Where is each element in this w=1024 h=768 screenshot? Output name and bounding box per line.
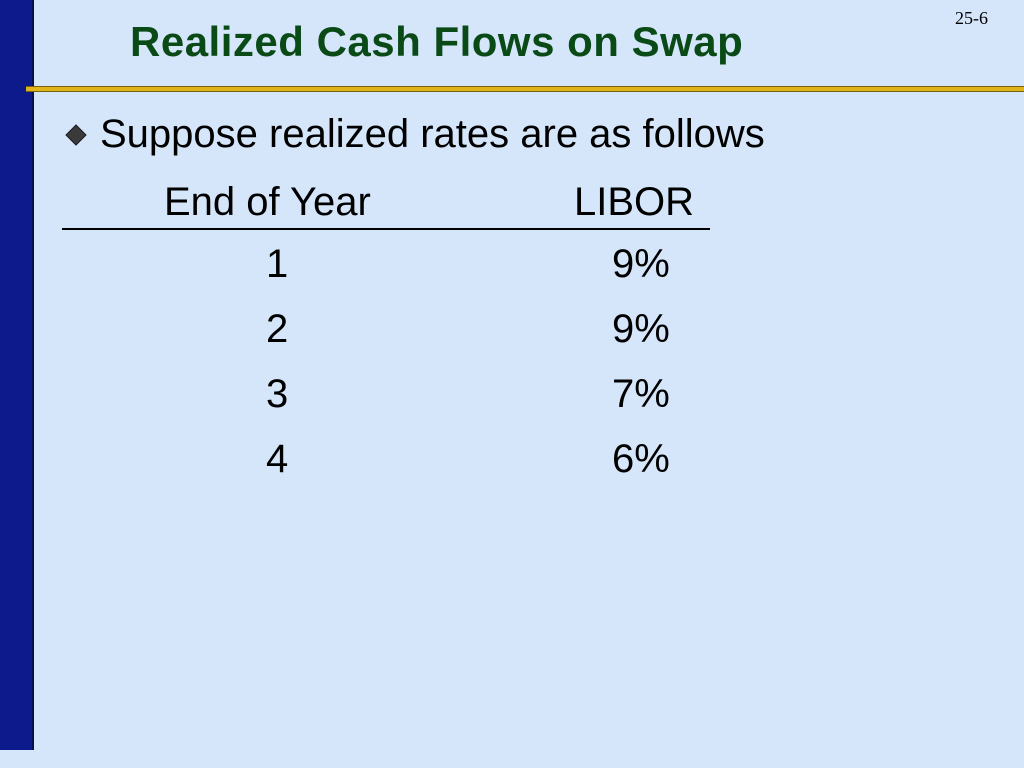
bullet-point: Suppose realized rates are as follows	[64, 112, 765, 157]
cell-year: 2	[266, 307, 289, 351]
cell-year: 3	[266, 372, 289, 416]
table-header: End of Year LIBOR	[62, 180, 710, 230]
cell-year: 4	[266, 437, 289, 481]
header-libor: LIBOR	[574, 180, 695, 224]
cell-year: 1	[266, 242, 289, 286]
table-row: 1 9%	[62, 230, 710, 295]
header-end-of-year: End of Year	[164, 180, 371, 224]
bullet-text: Suppose realized rates are as follows	[100, 112, 765, 156]
table-row: 3 7%	[62, 360, 710, 425]
cell-libor: 9%	[612, 307, 670, 351]
left-accent-bar	[0, 0, 34, 750]
table-row: 2 9%	[62, 295, 710, 360]
slide-number: 25-6	[955, 8, 988, 28]
table-row: 4 6%	[62, 425, 710, 490]
rates-table: End of Year LIBOR 1 9% 2 9% 3 7% 4 6%	[62, 180, 710, 490]
cell-libor: 7%	[612, 372, 670, 416]
slide-title: Realized Cash Flows on Swap	[130, 18, 744, 65]
diamond-bullet-icon	[64, 123, 88, 147]
table-body: 1 9% 2 9% 3 7% 4 6%	[62, 230, 710, 490]
cell-libor: 6%	[612, 437, 670, 481]
cell-libor: 9%	[612, 242, 670, 286]
title-divider	[26, 86, 1024, 92]
